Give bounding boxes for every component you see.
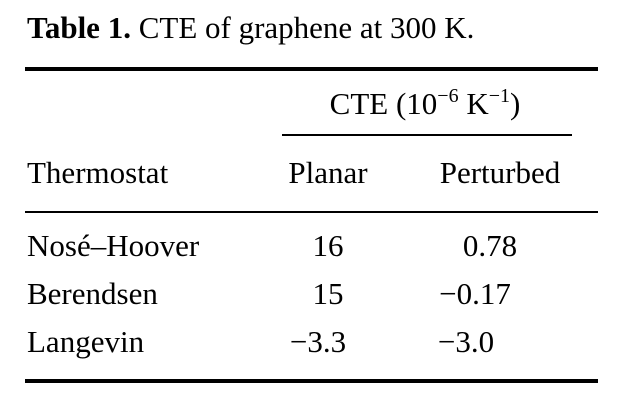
group-rule: [282, 134, 572, 136]
group-header-part: CTE (10: [329, 86, 438, 121]
top-rule: [25, 67, 598, 71]
cell: −3.3: [289, 324, 347, 359]
caption: Table 1. CTE of graphene at 300 K.: [27, 10, 474, 46]
caption-label: Table 1.: [27, 10, 131, 45]
row-label: Nosé–Hoover: [27, 228, 200, 263]
mid-rule: [25, 211, 598, 213]
cell: 0.78: [462, 228, 518, 263]
group-header-part: ): [510, 86, 521, 121]
bottom-rule: [25, 379, 598, 383]
cell: 16: [312, 228, 344, 263]
group-header-exponent: −1: [488, 85, 510, 107]
column-header: Perturbed: [439, 155, 561, 190]
caption-text: CTE of graphene at 300 K.: [138, 10, 475, 45]
column-header: Thermostat: [27, 155, 169, 190]
cell: −0.17: [439, 276, 511, 311]
cell: 15: [312, 276, 344, 311]
group-header-part: K: [458, 86, 489, 121]
row-label: Langevin: [27, 324, 145, 359]
group-header-exponent: −6: [437, 85, 459, 107]
group-header: CTE (10−6 K−1): [329, 85, 521, 126]
column-header: Planar: [288, 155, 368, 190]
cell: −3.0: [437, 324, 495, 359]
row-label: Berendsen: [27, 276, 158, 311]
